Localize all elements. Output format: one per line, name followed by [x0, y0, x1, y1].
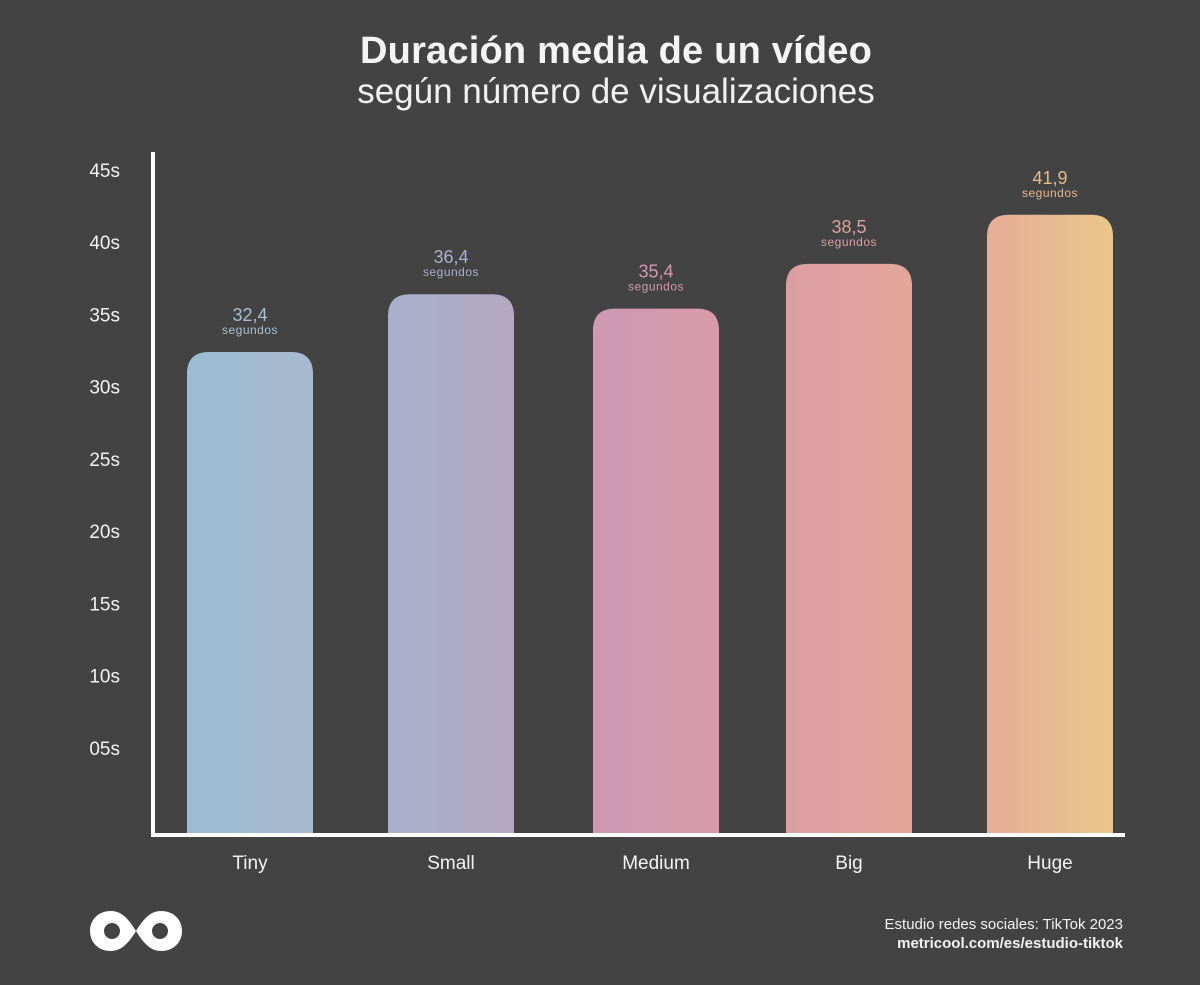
y-axis-ticks: 05s 10s 15s 20s 25s 30s 35s 40s 45s [89, 161, 120, 760]
y-tick-label: 25s [89, 450, 120, 471]
y-tick-label: 15s [89, 594, 120, 615]
y-tick-label: 35s [89, 305, 120, 326]
metricool-infinity-icon [88, 908, 184, 959]
bar-big [786, 263, 912, 834]
value-unit-label: segundos [222, 323, 278, 337]
y-tick-label: 40s [89, 233, 120, 254]
value-label: 32,4 [232, 305, 267, 325]
x-tick-label: Medium [622, 853, 690, 874]
value-label: 38,5 [831, 217, 866, 237]
chart-title: Duración media de un vídeo [360, 30, 872, 72]
y-tick-label: 20s [89, 522, 120, 543]
x-axis-ticks: Tiny Small Medium Big Huge [232, 853, 1072, 874]
y-tick-label: 45s [89, 161, 120, 182]
y-tick-label: 10s [89, 667, 120, 688]
x-tick-label: Big [835, 853, 862, 874]
chart-subtitle: según número de visualizaciones [357, 72, 875, 111]
value-unit-label: segundos [821, 235, 877, 249]
bar-huge [987, 214, 1113, 834]
bar-medium [593, 308, 719, 835]
bar-small [388, 294, 514, 834]
value-label: 41,9 [1032, 168, 1067, 188]
value-unit-label: segundos [628, 280, 684, 294]
value-label: 36,4 [433, 247, 468, 267]
bars [187, 214, 1113, 835]
source-note: Estudio redes sociales: TikTok 2023 metr… [885, 915, 1123, 953]
bar-tiny [187, 352, 313, 834]
y-tick-label: 05s [89, 739, 120, 760]
value-label: 35,4 [638, 262, 673, 282]
y-tick-label: 30s [89, 378, 120, 399]
x-tick-label: Huge [1027, 853, 1072, 874]
source-url[interactable]: metricool.com/es/estudio-tiktok [897, 935, 1123, 952]
source-line: Estudio redes sociales: TikTok 2023 [884, 916, 1123, 933]
x-tick-label: Small [427, 853, 475, 874]
x-tick-label: Tiny [232, 853, 268, 874]
value-unit-label: segundos [423, 265, 479, 279]
value-unit-label: segundos [1022, 186, 1078, 200]
